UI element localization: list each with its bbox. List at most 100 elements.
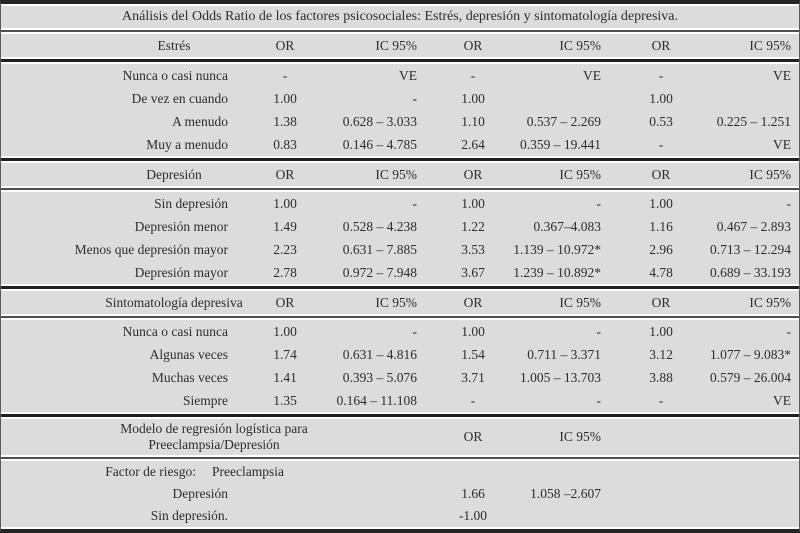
col-header-ic: IC 95% [375, 166, 417, 182]
or-value: - [470, 392, 476, 408]
or-value: - [658, 67, 664, 83]
ic-value: 0.972 – 7.948 [342, 264, 417, 280]
row-label: Algunas veces [149, 346, 228, 362]
col-header-or: OR [275, 294, 295, 310]
regression-title-line2: Preeclampsia/Depresión [148, 437, 280, 452]
or-value: 1.00 [461, 195, 485, 211]
table-row: Algunas veces 1.74 0.631 – 4.816 1.54 0.… [1, 343, 799, 366]
ic-value: - [596, 323, 602, 339]
or-value: - [658, 136, 664, 152]
ic-value: 1.058 –2.607 [530, 486, 601, 501]
ic-value: 0.164 – 11.108 [336, 392, 418, 408]
or-value: 1.00 [461, 90, 485, 106]
col-header-or: OR [651, 166, 671, 182]
ic-value: 0.467 – 2.893 [716, 218, 791, 234]
ic-value: - [412, 90, 418, 106]
divider [1, 158, 799, 161]
row-label: Muy a menudo [146, 136, 228, 152]
section-header-label: Estrés [1, 38, 233, 54]
ic-value: 0.359 – 19.441 [520, 136, 601, 152]
or-value: 3.71 [461, 369, 485, 385]
or-value: 1.49 [273, 218, 297, 234]
section-title: Estrés [157, 37, 191, 53]
ic-value: 0.713 – 12.294 [710, 241, 791, 257]
divider [1, 30, 799, 32]
or-value: 1.00 [273, 90, 297, 106]
ic-value: VE [773, 67, 791, 83]
ic-value: 1.239 – 10.892* [513, 264, 601, 280]
divider [1, 457, 799, 459]
ic-value: 0.146 – 4.785 [342, 136, 417, 152]
row-label: Nunca o casi nunca [122, 67, 228, 83]
or-value: 1.00 [649, 195, 673, 211]
ic-value: 0.628 – 3.033 [342, 113, 417, 129]
col-header-ic: IC 95% [559, 166, 601, 182]
table-row: A menudo 1.38 0.628 – 3.033 1.10 0.537 –… [1, 110, 799, 133]
risk-factor-value: Preeclampsia [212, 464, 284, 479]
table-row: De vez en cuando 1.00 - 1.00 1.00 [1, 87, 799, 110]
table-row: Nunca o casi nunca - VE - VE - VE [1, 64, 799, 87]
ic-value: 1.077 – 9.083* [710, 346, 791, 362]
or-value: 3.88 [649, 369, 673, 385]
col-header-or: OR [463, 429, 483, 444]
or-value: 3.67 [461, 264, 485, 280]
table-row: Depresión menor 1.49 0.528 – 4.238 1.22 … [1, 215, 799, 238]
table-row: Depresión 1.66 1.058 –2.607 [1, 483, 799, 505]
col-header-or: OR [463, 294, 483, 310]
row-label: Muchas veces [151, 369, 228, 385]
or-value: 1.74 [273, 346, 297, 362]
or-value: 0.53 [649, 113, 673, 129]
ic-value: 0.631 – 7.885 [342, 241, 417, 257]
col-header-ic: IC 95% [559, 37, 601, 53]
or-value: 1.41 [273, 369, 297, 385]
section-header-label: Depresión [1, 167, 233, 183]
ic-value: 0.689 – 33.193 [710, 264, 791, 280]
or-value: 2.64 [461, 136, 485, 152]
or-value: 1.00 [273, 323, 297, 339]
col-header-ic: IC 95% [559, 429, 601, 444]
risk-factor-cell: Factor de riesgo: Preeclampsia [1, 464, 337, 480]
section-header-row-estres: Estrés OR IC 95% OR IC 95% OR IC 95% [1, 34, 799, 57]
col-header-or: OR [651, 37, 671, 53]
row-label: Nunca o casi nunca [122, 323, 228, 339]
row-label: Menos que depresión mayor [74, 241, 228, 257]
divider [1, 59, 799, 62]
divider [1, 286, 799, 289]
or-value: - [470, 67, 476, 83]
ic-value: 0.225 – 1.251 [716, 113, 791, 129]
table-title: Análisis del Odds Ratio de los factores … [1, 6, 799, 28]
or-value: 1.00 [649, 323, 673, 339]
ic-value: VE [773, 392, 791, 408]
ic-value: 0.528 – 4.238 [342, 218, 417, 234]
ic-value: VE [773, 136, 791, 152]
or-value: 1.16 [649, 218, 673, 234]
or-value: 1.66 [461, 486, 485, 501]
col-header-ic: IC 95% [375, 37, 417, 53]
table-row: Menos que depresión mayor 2.23 0.631 – 7… [1, 238, 799, 261]
section-header-row-depresion: Depresión OR IC 95% OR IC 95% OR IC 95% [1, 163, 799, 186]
ic-value: - [596, 195, 602, 211]
table-row: Muy a menudo 0.83 0.146 – 4.785 2.64 0.3… [1, 133, 799, 156]
or-value: 1.38 [273, 113, 297, 129]
col-header-or: OR [463, 166, 483, 182]
or-value: 1.22 [461, 218, 485, 234]
or-value: 1.00 [273, 195, 297, 211]
ic-value: VE [399, 67, 417, 83]
table-row: Depresión mayor 2.78 0.972 – 7.948 3.67 … [1, 261, 799, 284]
row-label: Depresión mayor [134, 264, 228, 280]
ic-value: 0.631 – 4.816 [342, 346, 417, 362]
row-label: Sin depresión. [150, 508, 228, 523]
col-header-or: OR [463, 37, 483, 53]
or-value: 1.35 [273, 392, 297, 408]
ic-value: 1.139 – 10.972* [513, 241, 601, 257]
table-row: Sin depresión 1.00 - 1.00 - 1.00 - [1, 192, 799, 215]
col-header-or: OR [651, 294, 671, 310]
col-header-ic: IC 95% [375, 294, 417, 310]
regression-title: Modelo de regresión logística para Preec… [1, 421, 337, 453]
risk-factor-row: Factor de riesgo: Preeclampsia [1, 461, 799, 483]
ic-value: - [786, 323, 792, 339]
section-header-label: Sintomatología depresiva [1, 295, 243, 311]
or-value: 3.53 [461, 241, 485, 257]
or-value: 2.23 [273, 241, 297, 257]
